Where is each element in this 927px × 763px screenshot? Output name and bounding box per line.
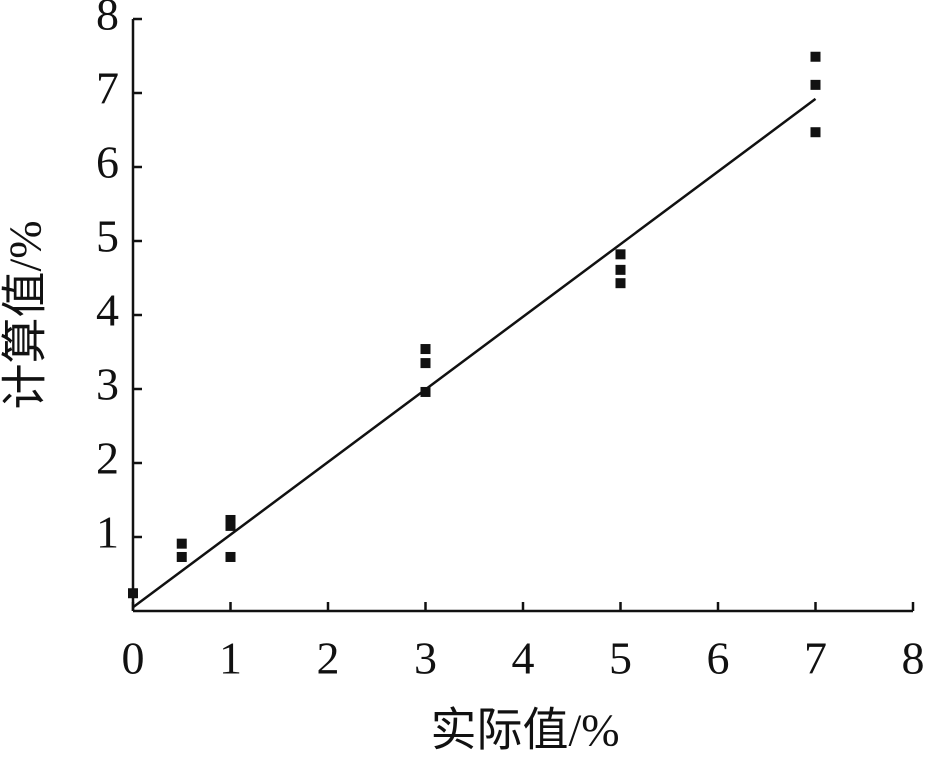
x-tick-label: 4 bbox=[512, 633, 535, 684]
data-point bbox=[225, 520, 236, 531]
fit-line bbox=[132, 97, 817, 609]
data-point bbox=[225, 551, 236, 562]
data-point bbox=[176, 551, 187, 562]
x-tick-label: 7 bbox=[804, 633, 827, 684]
x-tick-label: 3 bbox=[414, 633, 437, 684]
data-point bbox=[615, 249, 626, 260]
x-tick-label: 1 bbox=[219, 633, 242, 684]
data-point bbox=[615, 264, 626, 275]
x-tick-label: 2 bbox=[317, 633, 340, 684]
data-point bbox=[810, 127, 821, 138]
x-tick-label: 0 bbox=[122, 633, 145, 684]
y-tick-label: 3 bbox=[96, 359, 119, 410]
y-tick-label: 7 bbox=[96, 63, 119, 114]
data-point bbox=[810, 51, 821, 62]
y-axis-label: 计算值/% bbox=[0, 220, 51, 409]
y-tick-label: 6 bbox=[96, 137, 119, 188]
data-point bbox=[420, 358, 431, 369]
x-tick-label: 5 bbox=[609, 633, 632, 684]
data-point bbox=[176, 538, 187, 549]
data-point bbox=[420, 386, 431, 397]
y-tick-label: 8 bbox=[96, 0, 119, 40]
x-axis-label: 实际值/% bbox=[430, 705, 619, 756]
data-point bbox=[225, 514, 236, 525]
y-tick-label: 4 bbox=[96, 285, 119, 336]
y-tick-label: 2 bbox=[96, 433, 119, 484]
y-tick-label: 1 bbox=[96, 507, 119, 558]
data-point bbox=[615, 278, 626, 289]
x-tick-label: 6 bbox=[707, 633, 730, 684]
data-point bbox=[128, 588, 138, 599]
x-tick-label: 8 bbox=[902, 633, 925, 684]
y-tick-label: 5 bbox=[96, 211, 119, 262]
data-point bbox=[420, 344, 431, 355]
data-point bbox=[810, 79, 821, 90]
